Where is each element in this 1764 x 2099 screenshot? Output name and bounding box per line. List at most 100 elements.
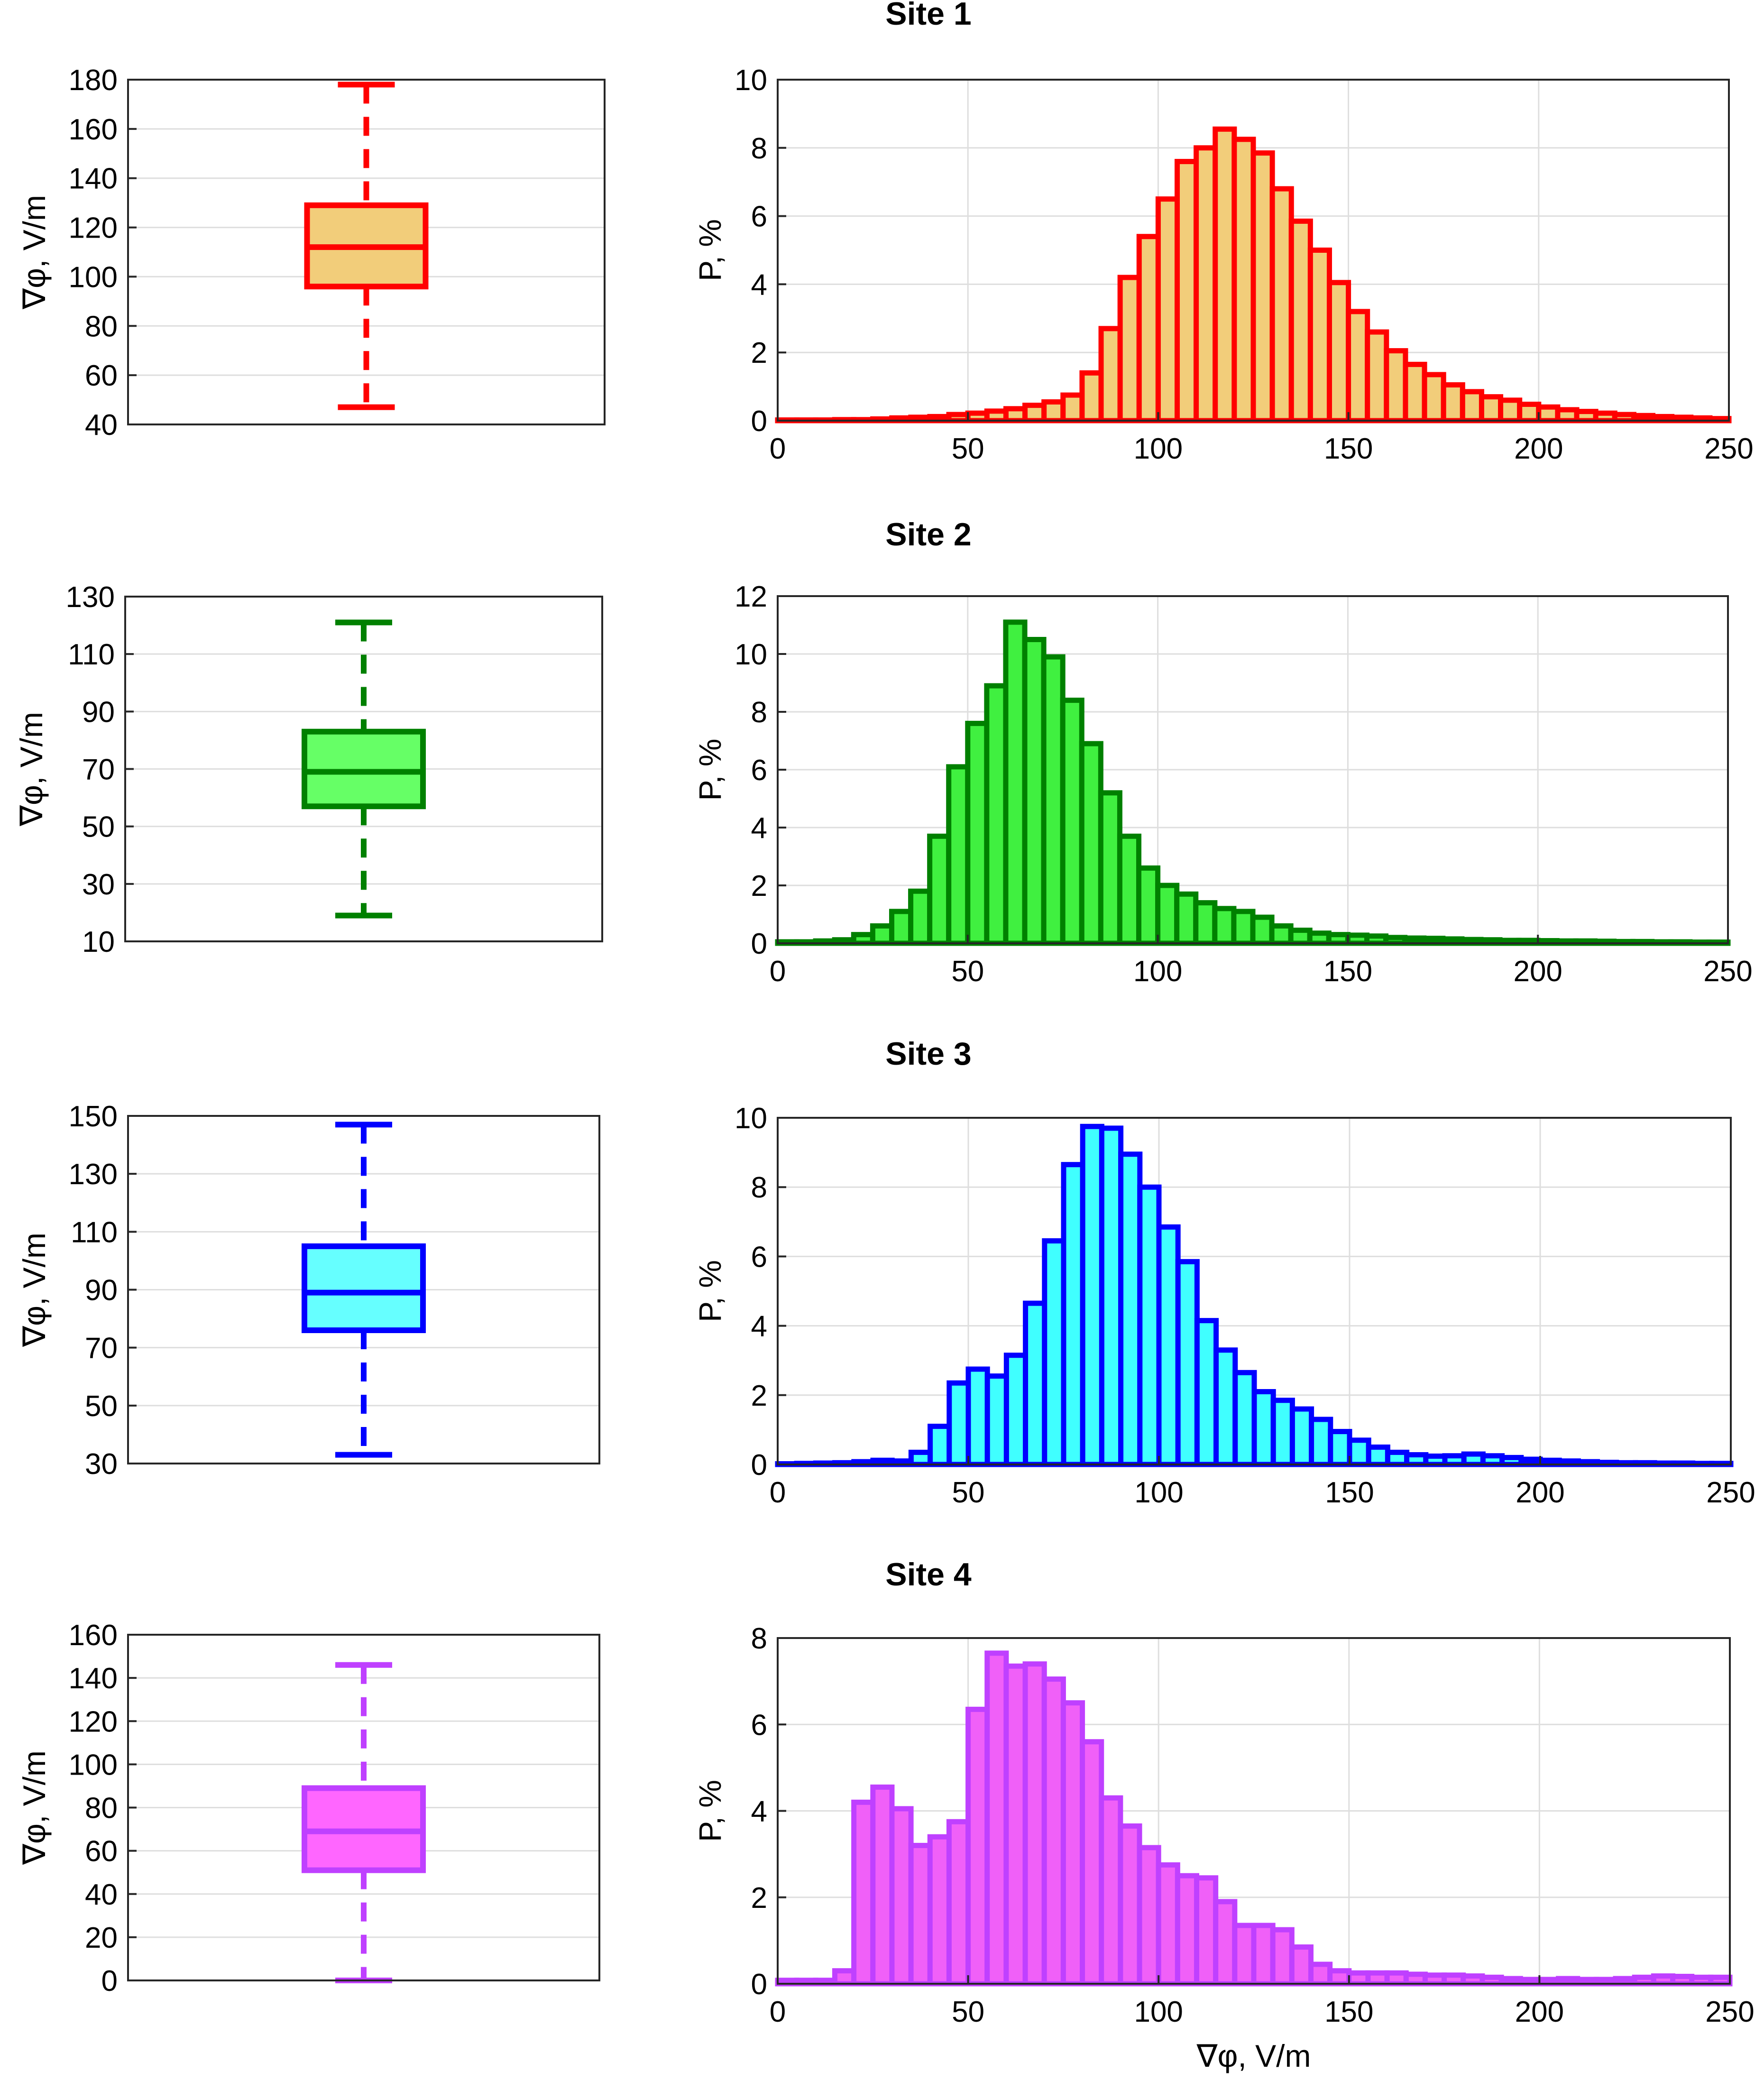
site3-histogram-bars bbox=[775, 1123, 1734, 1467]
site4-histogram-bar-45-50 bbox=[946, 1819, 971, 1987]
site2-histogram-ylabel: P, % bbox=[692, 739, 727, 801]
site4-histogram-bar-230-235 bbox=[1651, 1973, 1676, 1987]
site2-histogram-bar-130-135 bbox=[1269, 923, 1294, 946]
site1-histogram-bar-85-90 bbox=[1098, 326, 1123, 423]
site3-histogram-bar-55-60 bbox=[984, 1373, 1009, 1467]
site2-histogram-x-ticks: 0 50 100 150 200 250 bbox=[770, 935, 1753, 988]
site2-histogram-ytick-label-6: 6 bbox=[751, 754, 767, 787]
site4-histogram-bar-65-70 bbox=[1022, 1661, 1047, 1987]
site3-histogram-bar-90-95 bbox=[1118, 1151, 1143, 1467]
site4-histogram-bar-145-150 bbox=[1327, 1968, 1352, 1987]
site4-histogram-bar-245-250 bbox=[1708, 1974, 1733, 1987]
site4-histogram-bar-95-100 bbox=[1137, 1845, 1161, 1987]
site4-histogram-bar-90-95 bbox=[1118, 1823, 1142, 1987]
site3-histogram-axes-frame bbox=[777, 1117, 1732, 1465]
site4-boxplot-y-ticks: 0 20 40 60 80 100 120 140 160 bbox=[69, 1619, 137, 1998]
site1-histogram-bar-215-220 bbox=[1593, 410, 1617, 423]
site4-histogram-bar-135-140 bbox=[1289, 1944, 1314, 1987]
site3-histogram-bar-100-105 bbox=[1156, 1224, 1181, 1467]
site4-boxplot-ylabel: ∇φ, V/m bbox=[17, 1750, 52, 1865]
site1-histogram-bar-60-65 bbox=[1003, 406, 1028, 423]
site3-histogram-bar-160-165 bbox=[1385, 1449, 1410, 1467]
site2-boxplot-ylabel: ∇φ, V/m bbox=[14, 712, 49, 827]
site4-histogram-xtick-label-50: 50 bbox=[952, 1996, 984, 2028]
site4-histogram-ytick-label-6: 6 bbox=[751, 1709, 767, 1741]
site2-histogram-bar-125-130 bbox=[1250, 914, 1275, 946]
site3-histogram-bar-45-50 bbox=[946, 1380, 971, 1467]
site1-histogram-ytick-label-4: 4 bbox=[751, 268, 767, 301]
site4-boxplot-ytick-label-140: 140 bbox=[69, 1662, 118, 1695]
site1-boxplot-ytick-label-80: 80 bbox=[85, 310, 118, 343]
site3-histogram-bar-140-145 bbox=[1309, 1417, 1333, 1467]
site4-histogram-bar-225-230 bbox=[1632, 1974, 1656, 1987]
site3-histogram-bar-120-125 bbox=[1232, 1370, 1257, 1467]
site2-histogram-bar-110-115 bbox=[1193, 900, 1218, 946]
site1-histogram-xtick-label-200: 200 bbox=[1514, 433, 1563, 465]
site2-histogram-panel: 0 2 4 6 8 10 12 0 50 100 150 200 250 P, % Site 2 bbox=[692, 516, 1753, 988]
site4-histogram-bar-25-30 bbox=[870, 1784, 895, 1987]
site4-histogram-ylabel: P, % bbox=[692, 1780, 727, 1842]
site2-histogram-bars bbox=[775, 619, 1731, 946]
site1-histogram-bar-160-165 bbox=[1384, 348, 1408, 423]
site4-histogram-bar-160-165 bbox=[1384, 1970, 1409, 1987]
site1-histogram-bar-70-75 bbox=[1041, 399, 1066, 423]
site4-histogram-bar-70-75 bbox=[1041, 1676, 1066, 1987]
site3-histogram-bar-35-40 bbox=[908, 1449, 933, 1467]
site2-histogram-ytick-label-4: 4 bbox=[751, 812, 767, 845]
site3-histogram-ytick-label-2: 2 bbox=[751, 1380, 767, 1412]
site4-histogram-bar-20-25 bbox=[851, 1799, 876, 1987]
site2-boxplot-ytick-label-110: 110 bbox=[68, 638, 115, 671]
site2-histogram-xtick-label-200: 200 bbox=[1513, 955, 1562, 988]
site4-histogram-bar-235-240 bbox=[1670, 1974, 1695, 1987]
site4-histogram-bar-125-130 bbox=[1251, 1923, 1276, 1987]
site4-histogram-bar-15-20 bbox=[832, 1968, 857, 1987]
site3-histogram-bar-50-55 bbox=[965, 1366, 990, 1467]
site3-boxplot-ylabel: ∇φ, V/m bbox=[17, 1233, 52, 1347]
site1-histogram-bar-190-195 bbox=[1498, 397, 1523, 423]
site2-histogram-bar-100-105 bbox=[1155, 883, 1180, 946]
site4-histogram-xtick-label-250: 250 bbox=[1705, 1996, 1754, 2028]
site2-histogram-xtick-label-150: 150 bbox=[1323, 955, 1372, 988]
site1-histogram-bar-120-125 bbox=[1231, 137, 1256, 423]
site2-boxplot-y-ticks: 10 30 50 70 90 110 130 bbox=[66, 581, 134, 958]
site3-histogram-bar-70-75 bbox=[1042, 1238, 1066, 1467]
site4-histogram-xlabel: ∇φ, V/m bbox=[1196, 2038, 1311, 2073]
site1-boxplot-axes-frame bbox=[127, 79, 606, 425]
site4-histogram-y-ticks: 0 2 4 6 8 bbox=[751, 1622, 786, 2001]
site1-histogram-bar-100-105 bbox=[1155, 196, 1180, 423]
site1-histogram-ytick-label-2: 2 bbox=[751, 337, 767, 369]
site3-boxplot-ytick-label-70: 70 bbox=[85, 1332, 118, 1365]
site3-histogram-bar-190-195 bbox=[1499, 1455, 1524, 1467]
site2-histogram-xtick-label-0: 0 bbox=[770, 955, 786, 988]
site3-histogram-bar-40-45 bbox=[928, 1424, 952, 1467]
site2-boxplot-ytick-label-30: 30 bbox=[82, 868, 115, 901]
site3-boxplot-ytick-label-90: 90 bbox=[85, 1274, 118, 1307]
site4-histogram-bar-140-145 bbox=[1308, 1961, 1333, 1987]
site2-histogram-bar-80-85 bbox=[1079, 741, 1103, 946]
site3-histogram-x-ticks: 0 50 100 150 200 250 bbox=[770, 1456, 1755, 1509]
site1-histogram-bar-90-95 bbox=[1117, 275, 1142, 423]
site3-boxplot-ytick-label-130: 130 bbox=[69, 1158, 118, 1191]
site2-histogram-bar-95-100 bbox=[1136, 865, 1161, 946]
site4-boxplot-ytick-label-120: 120 bbox=[69, 1705, 118, 1738]
site2-histogram-bar-115-120 bbox=[1212, 906, 1237, 946]
site1-histogram-bar-165-170 bbox=[1403, 361, 1427, 423]
site1-histogram-bar-125-130 bbox=[1250, 150, 1275, 423]
site1-histogram-bar-115-120 bbox=[1213, 126, 1237, 423]
site3-histogram-xtick-label-50: 50 bbox=[952, 1476, 985, 1509]
site3-histogram-bar-135-140 bbox=[1289, 1406, 1314, 1467]
site4-histogram-xtick-label-200: 200 bbox=[1515, 1996, 1564, 2028]
site1-boxplot-ytick-label-140: 140 bbox=[69, 163, 118, 195]
site4-histogram-bar-105-110 bbox=[1175, 1873, 1200, 1987]
site4-boxplot-ytick-label-40: 40 bbox=[85, 1878, 118, 1911]
site1-histogram-bar-65-70 bbox=[1022, 403, 1047, 423]
site2-histogram-bar-30-35 bbox=[889, 909, 914, 946]
site3-boxplot-y-ticks: 30 50 70 90 110 130 150 bbox=[69, 1100, 137, 1481]
site3-boxplot-marks bbox=[302, 1122, 426, 1458]
site2-histogram-ytick-label-0: 0 bbox=[751, 928, 767, 960]
site4-histogram-bar-85-90 bbox=[1099, 1795, 1123, 1987]
site2-histogram-bar-145-150 bbox=[1326, 932, 1351, 946]
site1-histogram-xtick-label-50: 50 bbox=[952, 433, 984, 465]
site4-histogram-ytick-label-8: 8 bbox=[751, 1622, 767, 1655]
